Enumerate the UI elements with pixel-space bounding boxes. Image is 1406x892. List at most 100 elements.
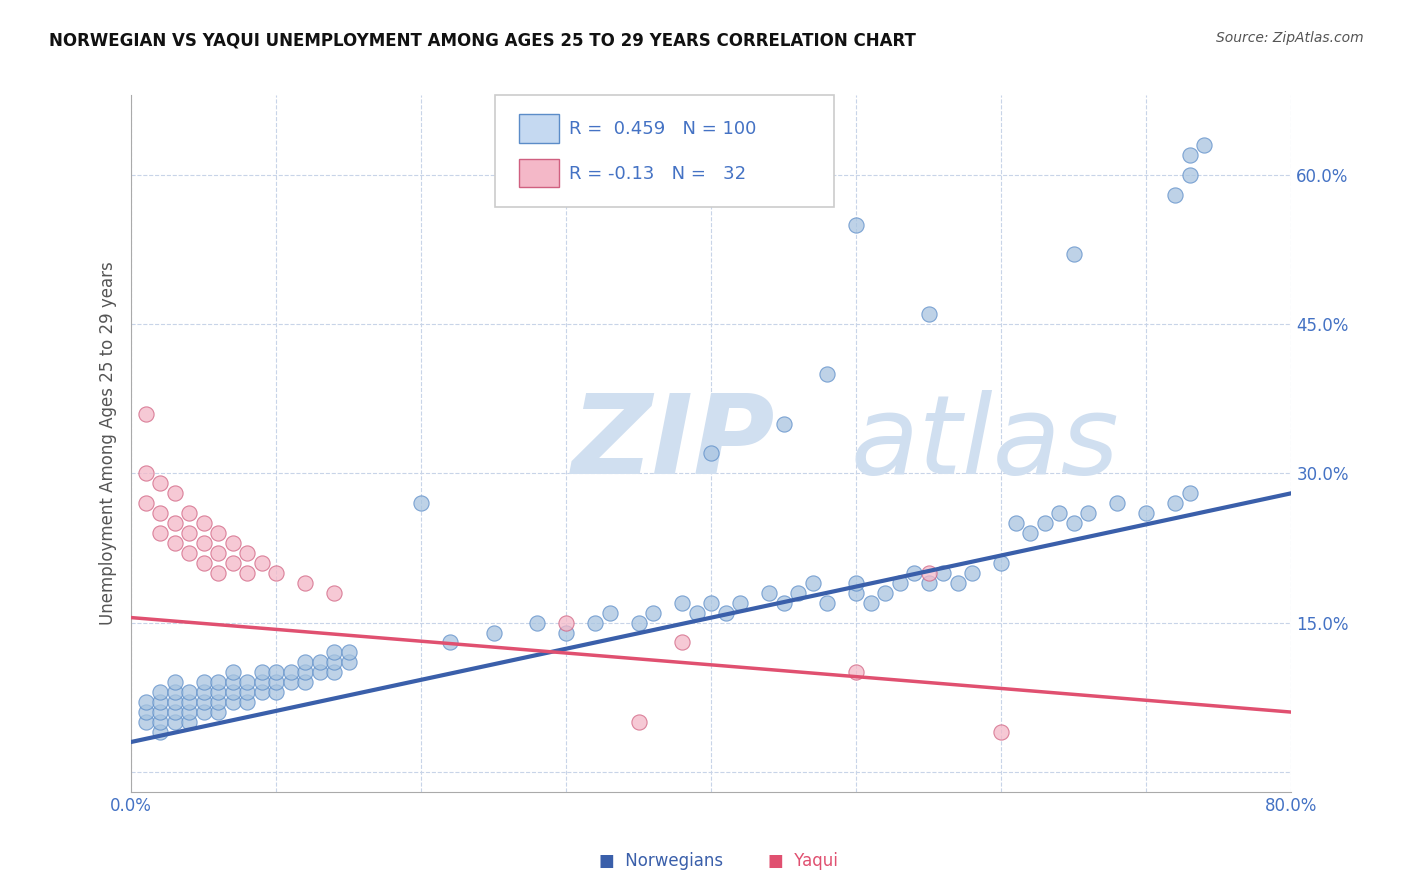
Point (222, 665, 245, 680)
Point (207, 566, 229, 580)
Point (179, 526, 201, 541)
Point (222, 536, 245, 550)
Point (583, 615, 606, 630)
Point (526, 615, 548, 630)
Point (236, 566, 259, 580)
Point (280, 665, 302, 680)
Point (889, 575, 911, 590)
Point (135, 407, 157, 421)
Point (135, 496, 157, 510)
Point (207, 685, 229, 699)
Point (643, 606, 665, 620)
Point (932, 566, 955, 580)
Point (308, 665, 330, 680)
Point (671, 635, 693, 649)
Point (758, 585, 780, 599)
Point (1107, 496, 1129, 510)
Point (686, 606, 709, 620)
Point (163, 675, 186, 690)
Point (163, 516, 186, 530)
Point (1019, 526, 1042, 541)
Point (1135, 506, 1157, 520)
Point (714, 606, 737, 620)
Point (149, 714, 172, 729)
Point (207, 546, 229, 560)
Text: NORWEGIAN VS YAQUI UNEMPLOYMENT AMONG AGES 25 TO 29 YEARS CORRELATION CHART: NORWEGIAN VS YAQUI UNEMPLOYMENT AMONG AG… (49, 31, 917, 49)
Point (207, 675, 229, 690)
Point (482, 625, 505, 640)
Point (250, 556, 273, 570)
Point (135, 705, 157, 719)
Point (264, 685, 287, 699)
Text: atlas: atlas (851, 390, 1119, 497)
Point (439, 635, 461, 649)
Point (294, 575, 316, 590)
Point (627, 714, 650, 729)
Point (135, 714, 157, 729)
Point (1194, 138, 1216, 153)
Point (337, 645, 360, 659)
Text: R = -0.13   N =   32: R = -0.13 N = 32 (568, 165, 745, 183)
Point (179, 685, 201, 699)
Point (250, 665, 273, 680)
Point (179, 546, 201, 560)
Point (555, 615, 578, 630)
Point (149, 725, 172, 739)
Point (149, 705, 172, 719)
Point (1063, 247, 1085, 261)
Point (149, 695, 172, 709)
Point (222, 685, 245, 699)
Point (149, 506, 172, 520)
Point (1063, 516, 1085, 530)
Point (264, 566, 287, 580)
Point (135, 467, 157, 481)
Point (193, 705, 215, 719)
Point (207, 695, 229, 709)
Point (179, 506, 201, 520)
Point (903, 566, 925, 580)
Point (193, 516, 215, 530)
Point (323, 665, 346, 680)
Point (875, 585, 897, 599)
Point (250, 675, 273, 690)
Point (1178, 148, 1201, 162)
Point (1178, 486, 1201, 500)
Point (179, 714, 201, 729)
Point (163, 714, 186, 729)
Point (294, 665, 316, 680)
Point (323, 656, 346, 670)
Point (815, 596, 838, 610)
Point (1005, 516, 1028, 530)
Point (1047, 506, 1070, 520)
Point (773, 417, 796, 431)
Text: ZIP: ZIP (572, 390, 776, 497)
Point (962, 566, 984, 580)
Point (671, 596, 693, 610)
Point (236, 685, 259, 699)
Point (193, 556, 215, 570)
Y-axis label: Unemployment Among Ages 25 to 29 years: Unemployment Among Ages 25 to 29 years (100, 261, 117, 625)
Point (323, 585, 346, 599)
Point (555, 625, 578, 640)
Point (264, 675, 287, 690)
Point (323, 645, 346, 659)
Point (163, 486, 186, 500)
Point (801, 575, 824, 590)
Point (1164, 187, 1187, 202)
Point (787, 585, 810, 599)
Point (773, 596, 796, 610)
Point (918, 566, 941, 580)
Point (222, 675, 245, 690)
Point (149, 526, 172, 541)
Point (859, 596, 882, 610)
Point (990, 725, 1012, 739)
Point (308, 656, 330, 670)
Point (337, 656, 360, 670)
Text: ■  Norwegians: ■ Norwegians (599, 852, 723, 870)
Point (700, 596, 723, 610)
Point (700, 446, 723, 460)
Point (222, 556, 245, 570)
Point (222, 695, 245, 709)
Point (135, 695, 157, 709)
Point (193, 695, 215, 709)
